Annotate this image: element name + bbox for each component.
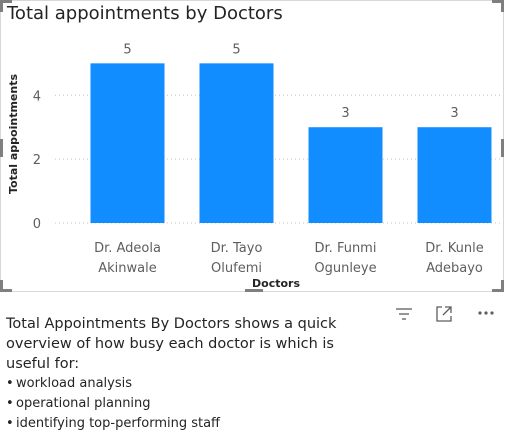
resize-handle-top-right[interactable]: [492, 0, 504, 12]
bar: [308, 127, 383, 223]
x-tick-label: Olufemi: [211, 261, 262, 276]
x-tick-label: Adebayo: [426, 261, 483, 276]
data-label: 5: [123, 42, 131, 57]
y-axis-title: Total appointments: [7, 74, 20, 194]
bar: [90, 63, 165, 223]
resize-handle-bottom-left[interactable]: [0, 280, 12, 292]
resize-handle-top-left[interactable]: [0, 0, 12, 12]
x-axis-title: Doctors: [252, 277, 300, 290]
x-tick-label: Dr. Funmi: [315, 241, 377, 256]
x-tick-label: Akinwale: [98, 261, 156, 276]
chart-title: Total appointments by Doctors: [7, 3, 283, 24]
description-bullet-list: workload analysis operational planning i…: [6, 374, 376, 434]
bullet-item: identifying top-performing staff: [6, 414, 376, 434]
bar: [199, 63, 274, 223]
filter-icon[interactable]: [392, 303, 416, 325]
x-tick-label: Dr. Adeola: [94, 241, 161, 256]
y-tick-label: 2: [33, 153, 41, 168]
resize-handle-bottom[interactable]: [245, 289, 263, 292]
resize-handle-right[interactable]: [501, 139, 504, 157]
bar: [417, 127, 492, 223]
y-tick-label: 0: [33, 217, 41, 232]
focus-mode-icon[interactable]: [432, 303, 456, 325]
bullet-item: operational planning: [6, 394, 376, 414]
chart-visual-container[interactable]: Total appointments by Doctors 0 2 4 Total a…: [0, 0, 504, 292]
data-label: 3: [450, 106, 458, 121]
x-tick-label: Dr. Kunle: [425, 241, 483, 256]
resize-handle-bottom-right[interactable]: [492, 280, 504, 292]
description-text: Total Appointments By Doctors shows a qu…: [6, 316, 337, 372]
bar-chart: 0 2 4 Total appointments 5 Dr. Adeola Akinwale…: [7, 42, 501, 290]
x-tick-label: Dr. Tayo: [211, 241, 263, 256]
y-tick-label: 4: [33, 89, 41, 104]
bullet-item: workload analysis: [6, 374, 376, 394]
resize-handle-left[interactable]: [0, 139, 3, 157]
data-label: 5: [232, 42, 240, 57]
data-label: 3: [341, 106, 349, 121]
chart-description: Total Appointments By Doctors shows a qu…: [6, 314, 376, 434]
more-options-icon[interactable]: [474, 303, 498, 325]
x-tick-label: Ogunleye: [314, 261, 376, 276]
